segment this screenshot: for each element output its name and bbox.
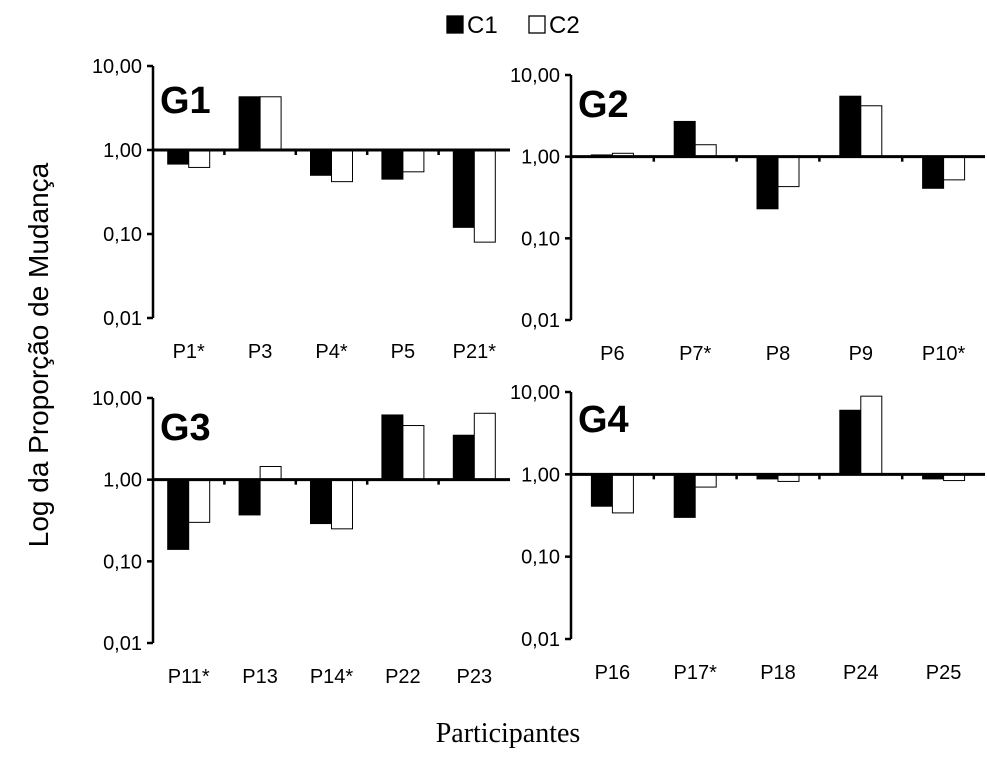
x-tick-label: P23: [457, 666, 493, 688]
bar-p13-c1: [238, 479, 261, 516]
y-tick-label: 10,00: [510, 382, 560, 404]
x-tick-label: P5: [391, 341, 415, 363]
bar-p5-c2: [402, 149, 425, 173]
bar-p17-c1: [673, 473, 696, 518]
bar-p16-c2: [611, 473, 634, 514]
x-tick-label: P11*: [168, 666, 210, 688]
x-tick-label: P16: [595, 662, 631, 684]
y-tick-label: 0,01: [521, 310, 560, 332]
legend: C1 C2: [446, 12, 580, 39]
y-tick-label: 0,01: [103, 633, 142, 655]
bar-p1-c2: [188, 149, 211, 168]
bar-p22-c2: [402, 425, 425, 481]
y-tick-label: 0,10: [103, 224, 142, 246]
x-tick-label: P25: [926, 662, 962, 684]
bar-p7-c1: [673, 120, 696, 158]
bar-p7-c2: [694, 144, 717, 158]
legend-swatch-c1: [446, 15, 464, 34]
x-tick-label: P10*: [922, 343, 966, 365]
y-tick-label: 0,10: [103, 551, 142, 573]
panels: 0,01 0,10 1,00 10,00 G1 P1* P3 P4* P5 P21* 0,01 0,1…: [92, 56, 985, 688]
x-tick-label: P6: [600, 343, 624, 365]
bar-p3-c1: [238, 96, 261, 151]
x-tick-label: P9: [849, 343, 873, 365]
bar-p23-c1: [452, 434, 475, 481]
bar-p4-c1: [310, 149, 332, 176]
y-tick-label: 0,01: [521, 629, 560, 651]
x-tick-label: P8: [766, 343, 790, 365]
y-tick-label: 1,00: [521, 147, 560, 169]
bar-p9-c1: [839, 95, 862, 158]
panel-title: G2: [578, 84, 629, 126]
bar-p8-c1: [756, 156, 779, 210]
y-tick-label: 0,10: [521, 547, 560, 569]
x-tick-label: P4*: [315, 341, 347, 363]
x-tick-label: P7*: [679, 343, 711, 365]
bar-p14-c1: [310, 479, 332, 525]
x-tick-label: P24: [843, 662, 879, 684]
x-tick-label: P18: [760, 662, 796, 684]
bar-p1-c1: [167, 149, 190, 165]
bar-p23-c2: [473, 412, 496, 481]
x-tick-label: P13: [242, 666, 278, 688]
x-tick-label: P21*: [453, 341, 497, 363]
x-tick-label: P3: [248, 341, 272, 363]
bar-p13-c2: [259, 465, 282, 481]
bar-p24-c2: [860, 395, 883, 475]
bar-p5-c1: [381, 149, 404, 180]
bar-p14-c2: [331, 479, 353, 530]
y-tick-label: 10,00: [92, 56, 142, 78]
bar-p17-c2: [694, 473, 717, 488]
bar-p3-c2: [259, 96, 282, 151]
y-tick-label: 0,01: [103, 308, 142, 330]
x-axis-label: Participantes: [436, 718, 581, 749]
y-tick-label: 0,10: [521, 228, 560, 250]
bar-p22-c1: [381, 414, 404, 481]
bar-p24-c1: [839, 409, 862, 475]
bar-p9-c2: [860, 105, 883, 158]
y-tick-label: 1,00: [103, 470, 142, 492]
panel-g4: 0,01 0,10 1,00 10,00 G4 P16 P17* P18 P24 P25: [510, 382, 985, 684]
bar-p16-c1: [590, 473, 613, 507]
y-axis-label: Log da Proporção de Mudança: [23, 162, 54, 547]
panel-title: G1: [160, 80, 211, 122]
bar-p21-c2: [473, 149, 496, 243]
x-tick-label: P1*: [173, 341, 205, 363]
y-tick-label: 1,00: [103, 140, 142, 162]
bar-p8-c2: [777, 156, 800, 188]
bar-p10-c1: [922, 156, 945, 189]
legend-label-c1: C1: [467, 12, 498, 39]
bar-p10-c2: [943, 156, 966, 181]
bar-p21-c1: [452, 149, 475, 228]
panel-g1: 0,01 0,10 1,00 10,00 G1 P1* P3 P4* P5 P21*: [92, 56, 510, 363]
y-tick-label: 1,00: [521, 464, 560, 486]
bar-p11-c1: [167, 479, 190, 550]
y-tick-label: 10,00: [92, 388, 142, 410]
x-tick-label: P14*: [310, 666, 354, 688]
bar-p4-c2: [331, 149, 353, 183]
panel-g2: 0,01 0,10 1,00 10,00 G2 P6 P7* P8 P9 P10*: [510, 65, 985, 365]
bar-p11-c2: [188, 479, 211, 523]
panel-title: G3: [160, 407, 211, 449]
x-tick-label: P22: [385, 666, 421, 688]
x-tick-label: P17*: [674, 662, 718, 684]
legend-label-c2: C2: [549, 12, 580, 39]
legend-swatch-c2: [528, 15, 546, 34]
panel-title: G4: [578, 399, 629, 441]
y-tick-label: 10,00: [510, 65, 560, 87]
panel-g3: 0,01 0,10 1,00 10,00 G3 P11* P13 P14* P22 P23: [92, 388, 510, 688]
